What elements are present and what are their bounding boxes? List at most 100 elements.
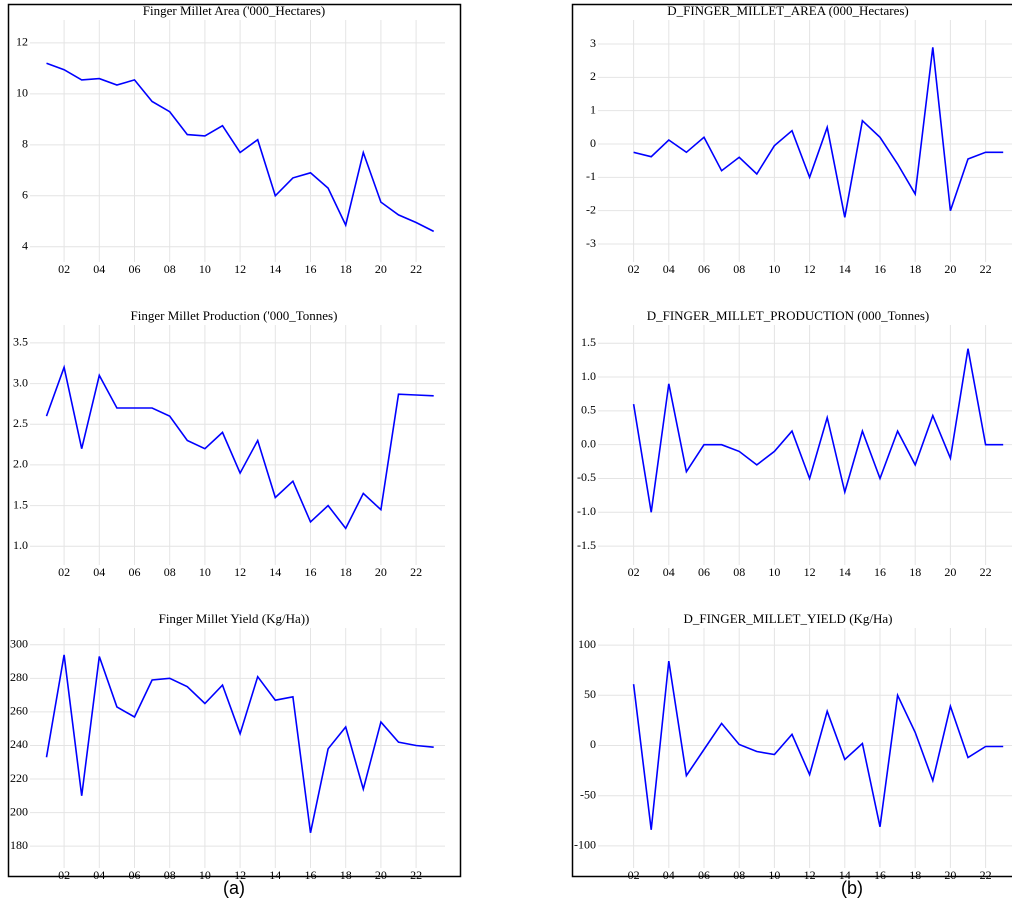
x-tick-label: 12 (804, 262, 816, 276)
x-tick-label: 06 (698, 262, 710, 276)
y-tick-label: -2 (586, 202, 596, 216)
y-tick-label: 300 (10, 637, 28, 651)
x-tick-label: 04 (93, 565, 105, 579)
x-tick-label: 20 (375, 262, 387, 276)
chart-title: Finger Millet Yield (Kg/Ha)) (159, 611, 310, 626)
x-tick-label: 08 (164, 262, 176, 276)
y-tick-label: 0.5 (581, 403, 596, 417)
y-tick-label: -1.0 (577, 504, 596, 518)
x-tick-label: 04 (93, 868, 105, 882)
x-tick-label: 22 (980, 565, 992, 579)
x-tick-label: 14 (839, 868, 851, 882)
y-tick-label: 1.0 (13, 538, 28, 552)
x-tick-label: 14 (839, 262, 851, 276)
y-tick-label: 2 (590, 69, 596, 83)
y-tick-label: -3 (586, 236, 596, 250)
x-tick-label: 02 (628, 868, 640, 882)
x-tick-label: 02 (628, 565, 640, 579)
data-line (632, 660, 1004, 830)
x-tick-label: 18 (909, 565, 921, 579)
y-tick-label: 240 (10, 737, 28, 751)
x-tick-label: 10 (199, 262, 211, 276)
x-tick-label: 04 (663, 868, 675, 882)
panel-b-frame (571, 3, 1012, 878)
y-tick-label: 100 (578, 637, 596, 651)
y-tick-label: 12 (16, 35, 28, 49)
x-tick-label: 10 (768, 868, 780, 882)
panel-a-frame (7, 3, 462, 878)
x-tick-label: 10 (768, 262, 780, 276)
chart-title: D_FINGER_MILLET_AREA (000_Hectares) (667, 3, 909, 18)
x-tick-label: 06 (129, 868, 141, 882)
x-tick-label: 08 (164, 565, 176, 579)
y-tick-label: 1 (590, 102, 596, 116)
y-tick-label: 50 (584, 687, 596, 701)
x-tick-label: 06 (129, 565, 141, 579)
x-tick-label: 16 (874, 565, 886, 579)
y-tick-label: 1.0 (581, 369, 596, 383)
data-line (45, 364, 434, 530)
x-tick-label: 08 (733, 868, 745, 882)
x-tick-label: 18 (909, 868, 921, 882)
x-tick-label: 18 (340, 262, 352, 276)
x-tick-label: 02 (58, 565, 70, 579)
x-tick-label: 08 (733, 262, 745, 276)
y-tick-label: 10 (16, 86, 28, 100)
chart-title: Finger Millet Area ('000_Hectares) (143, 3, 325, 18)
y-tick-label: 260 (10, 704, 28, 718)
data-line (633, 47, 1004, 218)
y-tick-label: -100 (574, 838, 596, 852)
x-tick-label: 20 (375, 565, 387, 579)
y-tick-label: 220 (10, 771, 28, 785)
x-tick-label: 22 (410, 565, 422, 579)
x-tick-label: 06 (698, 868, 710, 882)
x-tick-label: 04 (663, 262, 675, 276)
x-tick-label: 16 (874, 262, 886, 276)
x-tick-label: 04 (93, 262, 105, 276)
data-line (632, 348, 1004, 513)
y-tick-label: 4 (22, 238, 28, 252)
x-tick-label: 18 (909, 262, 921, 276)
x-tick-label: 14 (269, 262, 281, 276)
x-tick-label: 10 (768, 565, 780, 579)
x-tick-label: 16 (874, 868, 886, 882)
y-tick-label: 6 (22, 188, 28, 202)
x-tick-label: 20 (944, 565, 956, 579)
x-tick-label: 22 (410, 262, 422, 276)
x-tick-label: 14 (839, 565, 851, 579)
y-tick-label: 3.0 (13, 375, 28, 389)
x-tick-label: 08 (733, 565, 745, 579)
chart-title: D_FINGER_MILLET_PRODUCTION (000_Tonnes) (647, 308, 930, 323)
y-tick-label: 180 (10, 838, 28, 852)
x-tick-label: 06 (129, 262, 141, 276)
chart-title: D_FINGER_MILLET_YIELD (Kg/Ha) (683, 611, 892, 626)
x-tick-label: 20 (944, 868, 956, 882)
y-tick-label: 200 (10, 804, 28, 818)
chart-title: Finger Millet Production ('000_Tonnes) (131, 308, 338, 323)
x-tick-label: 06 (698, 565, 710, 579)
caption: (a) (223, 878, 245, 898)
y-tick-label: 3 (590, 36, 596, 50)
x-tick-label: 22 (410, 868, 422, 882)
x-tick-label: 18 (340, 565, 352, 579)
y-tick-label: 0 (590, 136, 596, 150)
y-tick-label: -1.5 (577, 538, 596, 552)
x-tick-label: 14 (269, 565, 281, 579)
x-tick-label: 16 (305, 262, 317, 276)
x-tick-label: 02 (628, 262, 640, 276)
y-tick-label: 1.5 (581, 335, 596, 349)
y-tick-label: 0 (590, 737, 596, 751)
x-tick-label: 02 (58, 262, 70, 276)
y-tick-label: 0.0 (581, 436, 596, 450)
y-tick-label: -50 (580, 787, 596, 801)
x-tick-label: 10 (199, 565, 211, 579)
x-tick-label: 18 (340, 868, 352, 882)
x-tick-label: 22 (980, 868, 992, 882)
x-tick-label: 04 (663, 565, 675, 579)
x-tick-label: 16 (305, 868, 317, 882)
x-tick-label: 12 (804, 868, 816, 882)
x-tick-label: 12 (234, 868, 246, 882)
y-tick-label: 8 (22, 137, 28, 151)
x-tick-label: 20 (944, 262, 956, 276)
